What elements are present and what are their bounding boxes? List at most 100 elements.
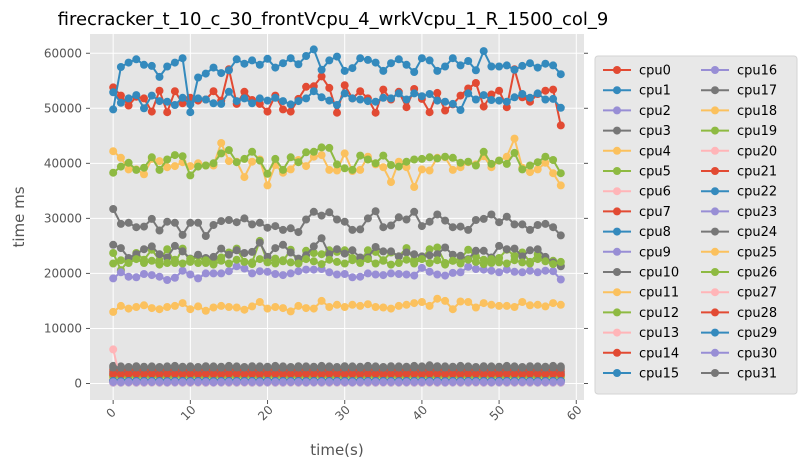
data-point xyxy=(541,257,550,266)
data-point xyxy=(487,363,496,372)
data-point xyxy=(333,270,341,279)
data-point xyxy=(163,97,172,106)
data-point xyxy=(363,369,372,378)
data-point xyxy=(340,217,349,226)
data-point xyxy=(209,99,218,108)
data-point xyxy=(217,149,226,158)
legend-label: cpu11 xyxy=(639,286,679,301)
data-point xyxy=(286,100,295,109)
legend-label: cpu28 xyxy=(737,306,777,321)
data-point xyxy=(518,370,527,379)
data-point xyxy=(248,363,257,372)
data-point xyxy=(471,363,480,372)
data-point xyxy=(302,363,311,372)
data-point xyxy=(186,305,195,314)
data-point xyxy=(556,370,565,379)
data-point xyxy=(147,214,156,223)
data-point xyxy=(170,370,179,379)
data-point xyxy=(379,378,388,387)
data-point xyxy=(410,89,419,98)
legend-label: cpu16 xyxy=(737,64,777,79)
data-point xyxy=(417,165,426,174)
legend-item-cpu8: cpu8 xyxy=(603,225,671,240)
data-point xyxy=(178,378,187,387)
data-point xyxy=(240,59,249,68)
data-point xyxy=(309,87,318,96)
data-point xyxy=(194,363,203,372)
data-point xyxy=(201,69,210,78)
data-point xyxy=(464,89,473,98)
data-point xyxy=(263,96,272,105)
data-point xyxy=(410,271,419,280)
data-point xyxy=(109,370,118,379)
data-point xyxy=(317,143,326,152)
data-point xyxy=(209,87,218,96)
series-layer xyxy=(109,45,565,387)
data-point xyxy=(224,363,233,372)
data-point xyxy=(255,267,264,276)
data-point xyxy=(402,300,411,309)
data-point xyxy=(263,378,272,387)
data-point xyxy=(317,72,326,81)
legend-label: cpu17 xyxy=(737,84,777,99)
data-point xyxy=(533,370,542,379)
legend-item-cpu21: cpu21 xyxy=(701,165,777,180)
data-point xyxy=(471,161,480,170)
legend-marker xyxy=(613,247,621,256)
legend-label: cpu13 xyxy=(639,326,679,341)
data-point xyxy=(502,370,511,378)
data-point xyxy=(356,95,365,104)
legend-item-cpu27: cpu27 xyxy=(701,286,777,301)
data-point xyxy=(410,299,419,308)
data-point xyxy=(356,87,365,96)
data-point xyxy=(402,255,411,264)
data-point xyxy=(232,370,241,379)
legend-marker xyxy=(711,66,719,74)
data-point xyxy=(495,258,504,267)
data-point xyxy=(371,243,380,251)
data-point xyxy=(379,247,388,256)
data-point xyxy=(186,171,195,180)
data-point xyxy=(479,214,488,223)
data-point xyxy=(170,101,179,109)
legend-item-cpu0: cpu0 xyxy=(603,64,671,79)
data-point xyxy=(456,378,465,387)
data-point xyxy=(302,82,311,91)
data-point xyxy=(417,363,426,372)
data-point xyxy=(348,246,357,255)
data-point xyxy=(240,87,249,96)
data-point xyxy=(495,218,504,227)
data-point xyxy=(549,267,558,276)
data-point xyxy=(479,47,488,56)
data-point xyxy=(255,378,264,387)
data-point xyxy=(155,260,164,269)
data-point xyxy=(371,378,380,387)
data-point xyxy=(140,259,148,267)
data-point xyxy=(317,250,326,259)
legend-item-cpu14: cpu14 xyxy=(603,346,679,361)
data-point xyxy=(394,378,403,387)
series-cpu9 xyxy=(109,262,565,284)
data-point xyxy=(448,370,457,378)
data-point xyxy=(410,259,419,268)
data-point xyxy=(526,378,534,387)
data-point xyxy=(502,97,511,106)
data-point xyxy=(541,59,550,68)
legend-marker xyxy=(711,247,719,256)
data-point xyxy=(240,378,249,387)
data-point xyxy=(294,267,303,276)
data-point xyxy=(417,378,426,387)
data-point xyxy=(140,270,148,278)
data-point xyxy=(448,378,457,387)
data-point xyxy=(363,269,372,278)
data-point xyxy=(194,302,203,311)
data-point xyxy=(356,54,365,63)
data-point xyxy=(255,60,264,69)
data-point xyxy=(448,250,457,259)
data-point xyxy=(441,260,450,269)
data-point xyxy=(348,64,357,73)
data-point xyxy=(109,307,118,316)
data-point xyxy=(317,363,326,372)
data-point xyxy=(549,85,558,94)
data-point xyxy=(556,70,565,79)
